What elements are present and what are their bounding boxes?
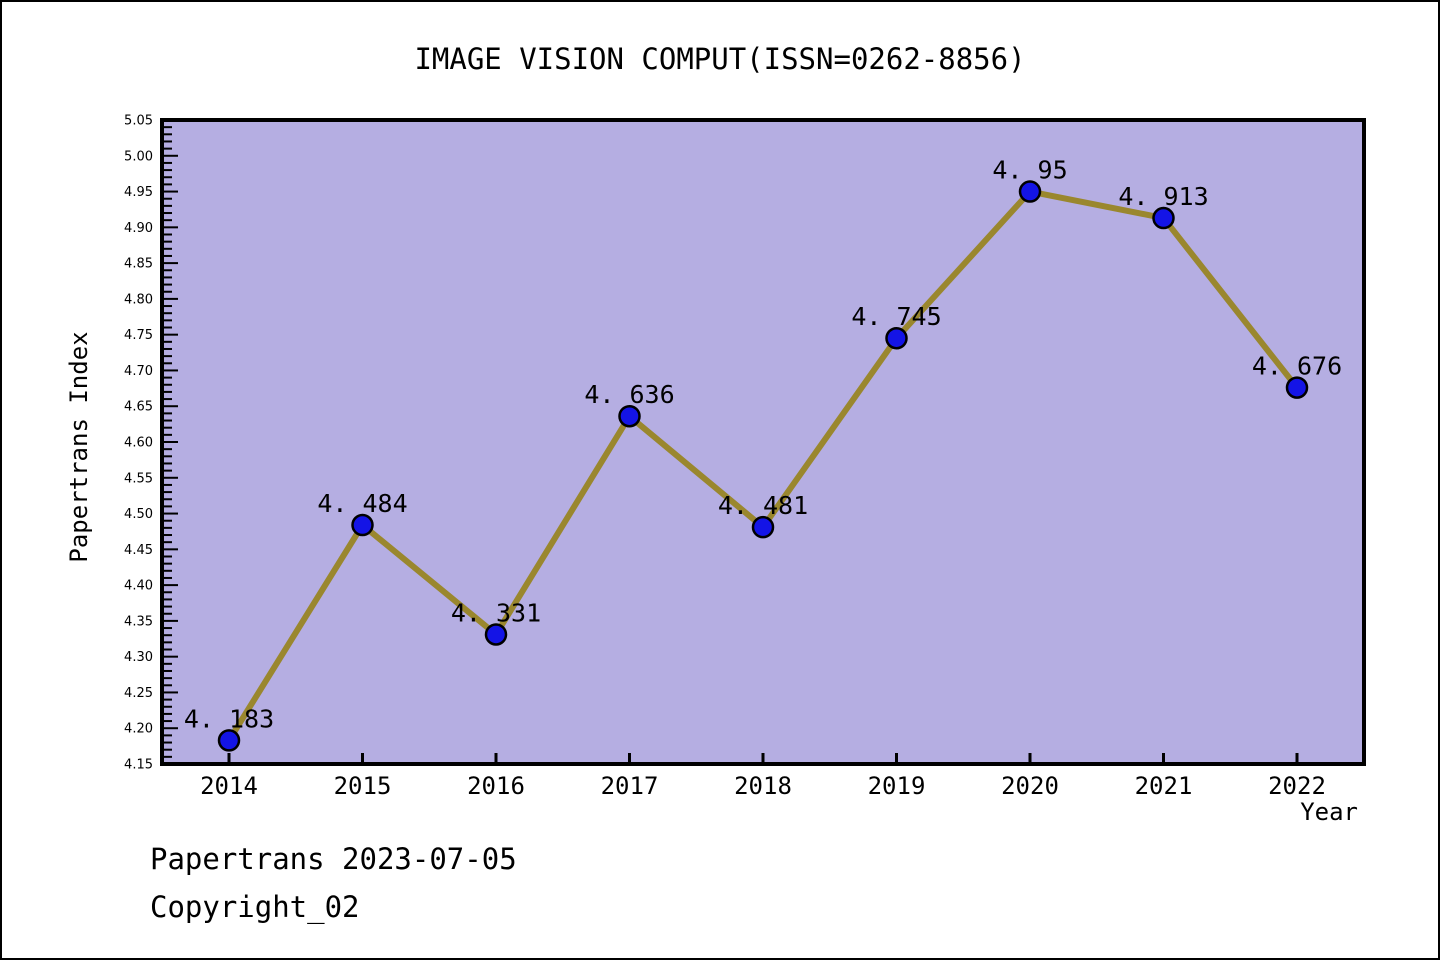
y-tick-label: 4.25: [124, 686, 153, 701]
y-tick-label: 4.60: [124, 436, 153, 451]
footer-watermark: Papertrans 2023-07-05: [150, 842, 517, 876]
y-tick-label: 4.15: [124, 758, 153, 773]
x-axis-label: Year: [1300, 798, 1358, 826]
data-point-label: 4. 913: [1118, 182, 1208, 211]
y-tick-label: 4.85: [124, 257, 153, 272]
data-point-label: 4. 481: [718, 491, 808, 520]
x-tick-label: 2022: [1268, 772, 1326, 800]
x-tick-label: 2015: [334, 772, 392, 800]
y-tick-label: 4.80: [124, 292, 153, 307]
x-tick-label: 2019: [868, 772, 926, 800]
y-tick-label: 5.05: [124, 114, 153, 129]
plot-frame: [160, 118, 1366, 766]
y-tick-label: 4.55: [124, 471, 153, 486]
y-tick-label: 4.65: [124, 400, 153, 415]
y-tick-label: 4.40: [124, 579, 153, 594]
footer-copyright: Copyright_02: [150, 890, 360, 924]
x-tick-label: 2016: [467, 772, 525, 800]
data-point-label: 4. 745: [851, 302, 941, 331]
data-point: [618, 404, 641, 428]
data-point: [751, 515, 775, 539]
data-point-label: 4. 636: [584, 380, 674, 409]
data-point-label: 4. 484: [317, 489, 407, 518]
data-point: [885, 326, 908, 350]
chart-title: IMAGE VISION COMPUT(ISSN=0262-8856): [414, 42, 1026, 76]
y-tick-label: 4.35: [124, 614, 153, 629]
y-tick-label: 4.45: [124, 543, 153, 558]
y-tick-label: 4.95: [124, 185, 153, 200]
x-tick-label: 2020: [1001, 772, 1059, 800]
y-tick-label: 4.20: [124, 722, 153, 737]
y-tick-label: 4.75: [124, 328, 153, 343]
x-tick-label: 2014: [200, 772, 258, 800]
y-tick-label: 5.00: [124, 149, 153, 164]
data-point: [1152, 206, 1175, 230]
data-point: [1285, 376, 1309, 399]
data-point-label: 4. 183: [184, 704, 274, 733]
y-tick-label: 4.50: [124, 507, 153, 522]
data-point: [351, 513, 374, 537]
data-point: [484, 623, 508, 646]
data-point-label: 4. 331: [451, 598, 541, 627]
x-tick-label: 2017: [601, 772, 659, 800]
y-tick-label: 4.70: [124, 364, 153, 379]
plot-area: [162, 120, 1364, 764]
x-tick-label: 2021: [1135, 772, 1193, 800]
data-point: [217, 729, 241, 752]
data-point-label: 4. 676: [1252, 352, 1342, 381]
y-tick-label: 4.30: [124, 650, 153, 665]
y-tick-label: 4.90: [124, 221, 153, 236]
data-point-label: 4. 95: [992, 156, 1067, 185]
x-tick-label: 2018: [734, 772, 792, 800]
data-point: [1018, 180, 1042, 203]
